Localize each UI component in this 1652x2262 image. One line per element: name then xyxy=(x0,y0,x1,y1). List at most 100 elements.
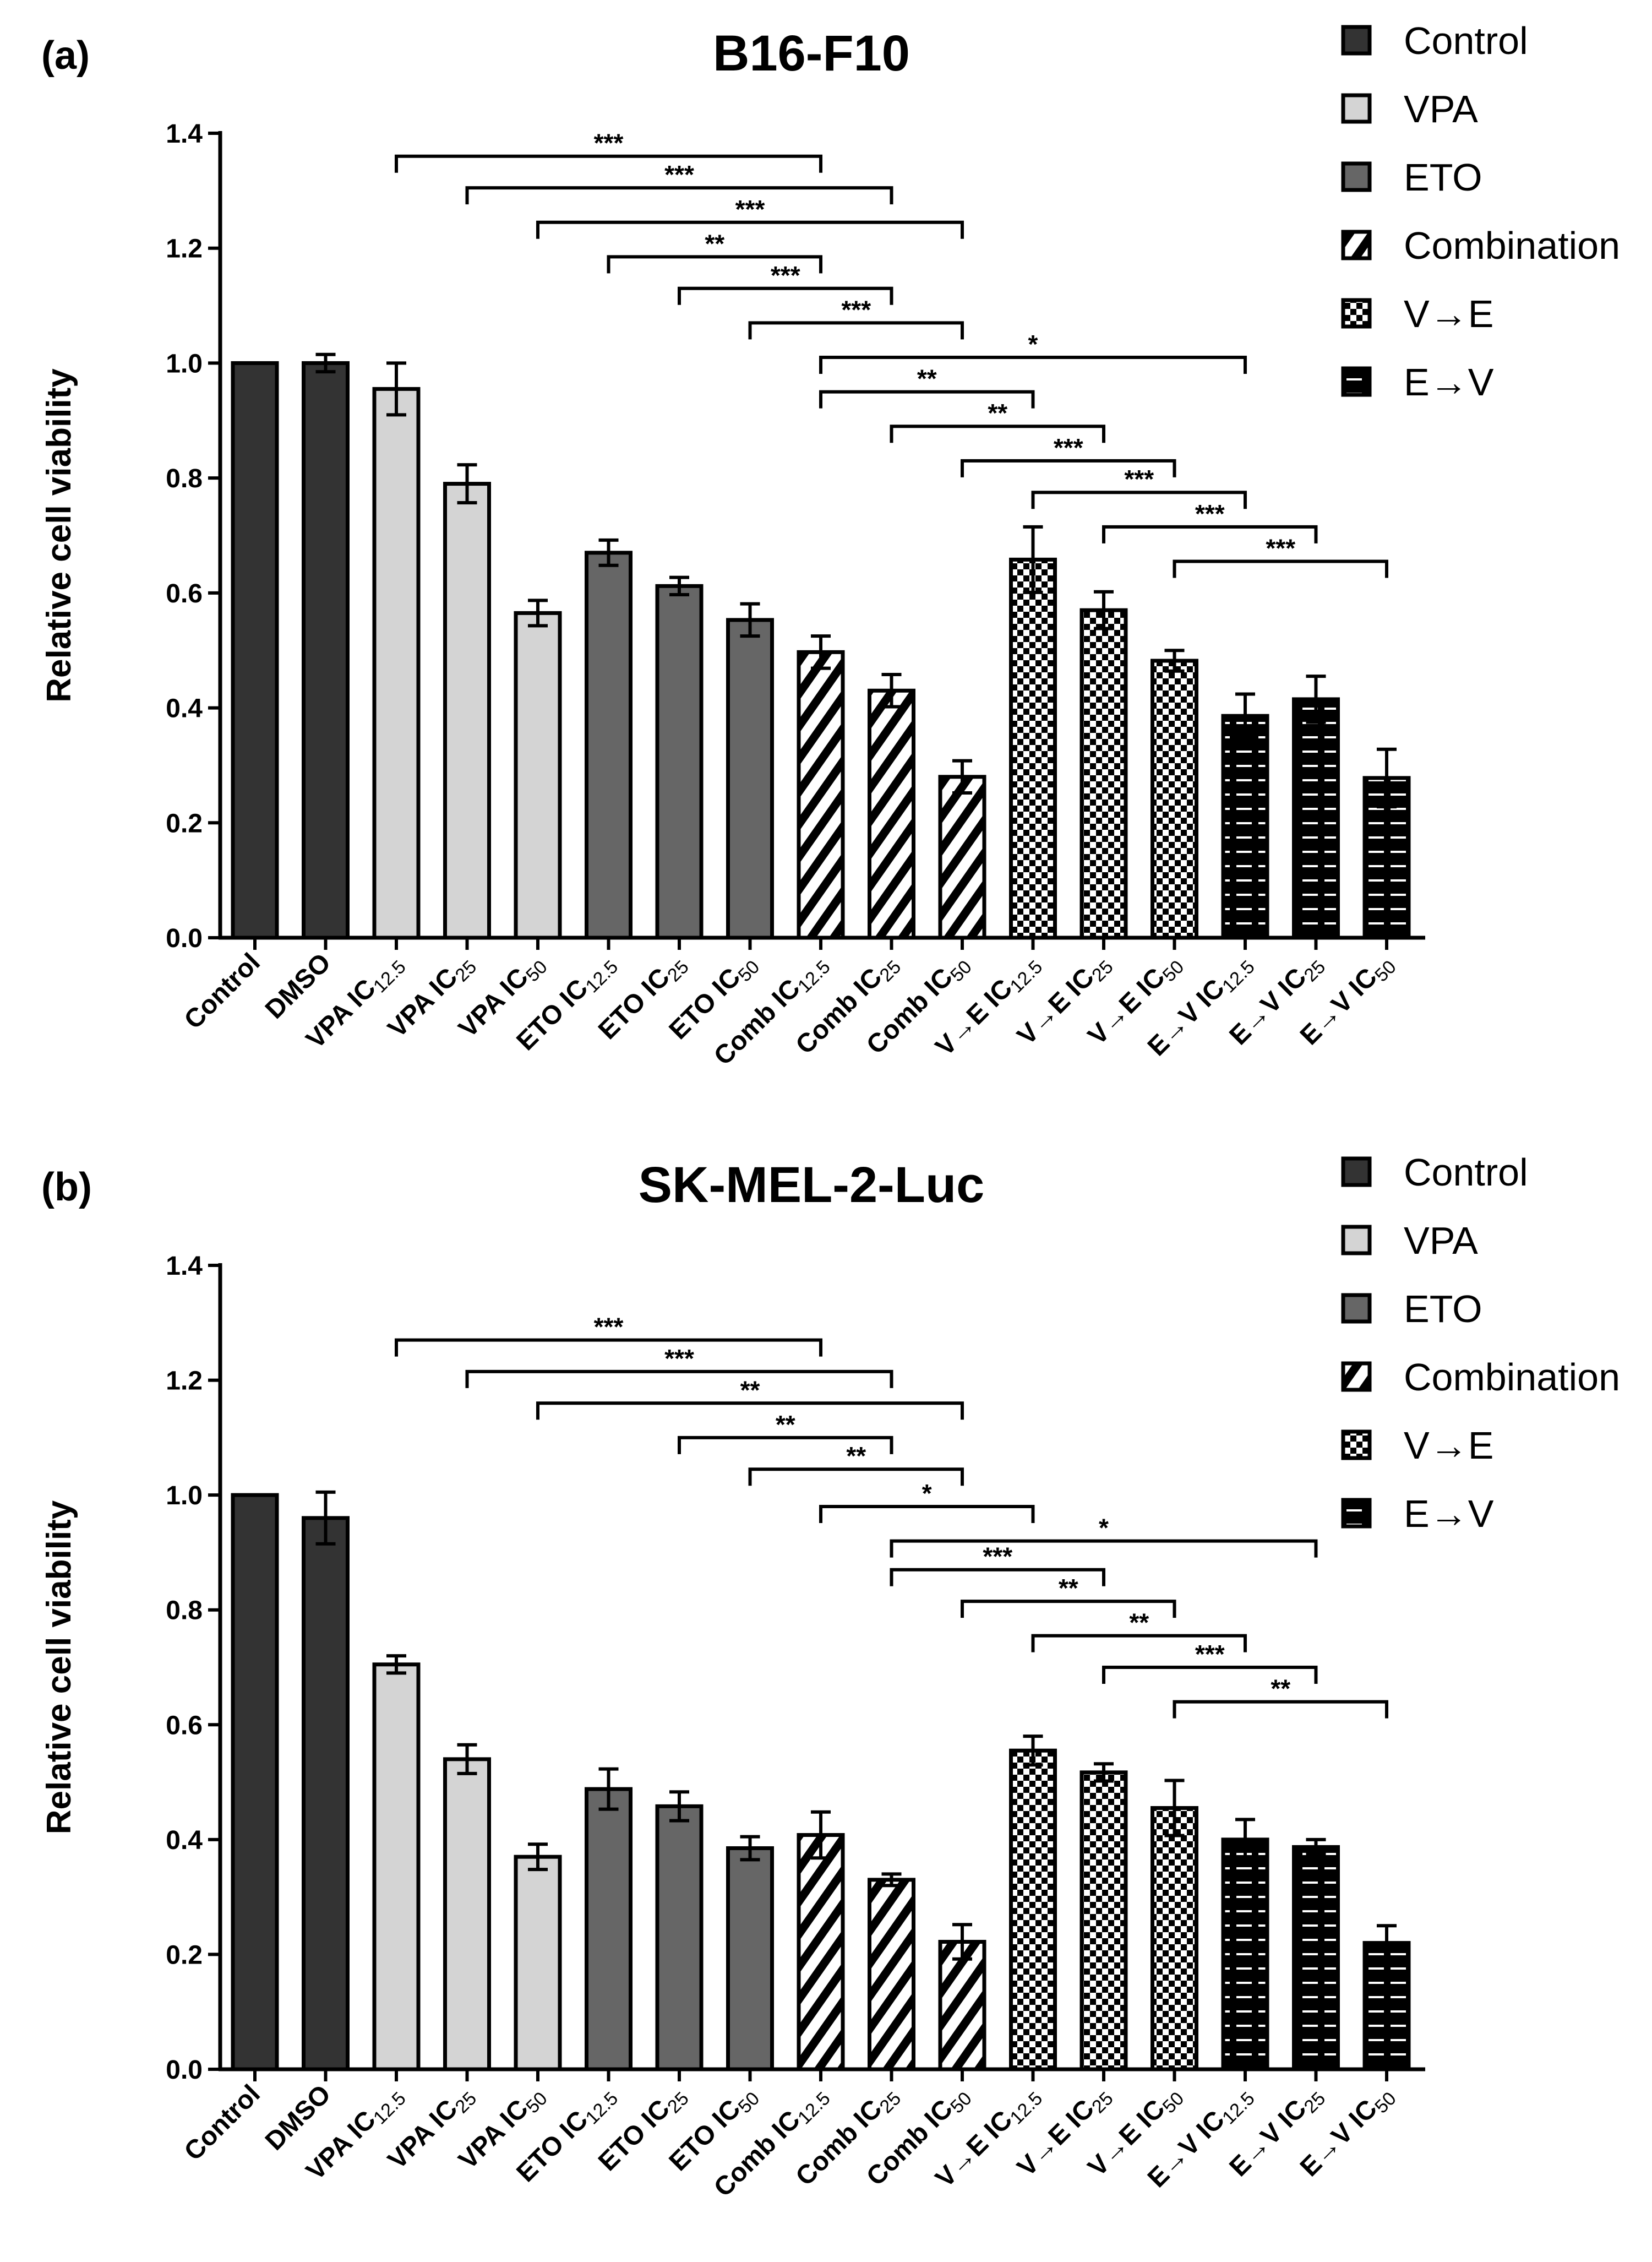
bar xyxy=(1221,714,1269,940)
legend-label: ETO xyxy=(1404,156,1482,199)
legend-label: E→V xyxy=(1404,1492,1494,1535)
significance-bracket xyxy=(607,255,822,274)
significance-label: ** xyxy=(988,399,1007,427)
y-tick-label: 0.4 xyxy=(166,694,203,724)
significance-label: *** xyxy=(735,195,765,224)
bar xyxy=(443,1757,491,2071)
significance-label: *** xyxy=(771,261,800,290)
bar xyxy=(938,775,986,940)
legend-swatch xyxy=(1341,25,1372,56)
significance-bracket xyxy=(1102,1666,1318,1684)
bar xyxy=(585,551,633,940)
bar xyxy=(655,584,704,940)
bar xyxy=(868,1878,915,2071)
bar xyxy=(726,1846,774,2071)
significance-bracket xyxy=(1031,1634,1247,1652)
significance-label: *** xyxy=(594,129,624,157)
bar xyxy=(1079,608,1128,940)
significance-label: *** xyxy=(664,1344,694,1373)
significance-label: *** xyxy=(594,1313,624,1341)
significance-bracket xyxy=(465,186,893,205)
y-tick-label: 0.2 xyxy=(166,809,203,838)
significance-bracket xyxy=(748,1467,964,1486)
significance-label: ** xyxy=(705,229,724,258)
x-tick-label: Control xyxy=(179,2079,266,2166)
significance-label: *** xyxy=(841,295,871,324)
legend-swatch xyxy=(1341,298,1372,329)
legend-swatch xyxy=(1341,161,1372,192)
bar xyxy=(797,1833,845,2071)
bar xyxy=(868,688,915,940)
y-axis-label: Relative cell viability xyxy=(40,368,78,703)
panel-a: (a) B16-F10 Relative cell viability 0.0 0.2 0… xyxy=(40,19,1620,1071)
bar xyxy=(1221,1837,1269,2071)
y-tick-label: 0.0 xyxy=(166,2056,203,2085)
bar xyxy=(1009,1748,1057,2071)
legend-swatch xyxy=(1341,1429,1372,1460)
y-tick-label: 0.2 xyxy=(166,1940,203,1970)
bar xyxy=(514,1855,562,2071)
legend-swatch xyxy=(1341,1156,1372,1187)
legend-label: V→E xyxy=(1404,292,1493,335)
y-tick-label: 0.8 xyxy=(166,1596,203,1625)
significance-bracket xyxy=(890,1539,1318,1558)
y-tick-label: 0.6 xyxy=(166,1711,203,1740)
legend-label: Combination xyxy=(1404,224,1620,267)
significance-bracket xyxy=(890,425,1105,443)
legend-label: Control xyxy=(1404,19,1528,62)
panel-b: (b) SK-MEL-2-Luc Relative cell viability 0.… xyxy=(40,1151,1620,2203)
significance-bracket xyxy=(395,154,822,173)
significance-bracket xyxy=(395,1338,822,1357)
bar xyxy=(1292,1845,1340,2071)
significance-label: * xyxy=(1099,1514,1109,1542)
significance-label: * xyxy=(922,1479,932,1508)
significance-bracket xyxy=(1173,1700,1388,1719)
significance-label: *** xyxy=(1266,534,1295,562)
significance-bracket xyxy=(1173,559,1388,578)
legend-label: ETO xyxy=(1404,1287,1482,1330)
legend-label: Control xyxy=(1404,1151,1528,1194)
bar xyxy=(1292,697,1340,940)
legend-swatch xyxy=(1341,93,1372,124)
significance-bracket xyxy=(536,1401,964,1420)
significance-bracket xyxy=(536,220,964,239)
chart-title: B16-F10 xyxy=(713,25,910,81)
significance-bracket xyxy=(678,286,893,305)
bar xyxy=(372,387,421,940)
y-tick-label: 1.4 xyxy=(166,1252,203,1281)
significance-bracket xyxy=(465,1369,893,1388)
bar xyxy=(372,1662,421,2071)
significance-label: *** xyxy=(1124,465,1154,493)
panel-label: (a) xyxy=(41,34,90,78)
y-tick-label: 0.8 xyxy=(166,464,203,493)
y-tick-label: 1.0 xyxy=(166,349,203,378)
significance-label: ** xyxy=(740,1375,760,1404)
x-tick-label-main: Control xyxy=(179,2079,266,2166)
bar xyxy=(585,1787,633,2071)
significance-bracket xyxy=(890,1568,1105,1586)
legend-label: Combination xyxy=(1404,1356,1620,1399)
bar xyxy=(1151,659,1198,940)
significance-label: ** xyxy=(917,365,937,393)
significance-label: ** xyxy=(1129,1608,1149,1637)
legend-swatch xyxy=(1341,230,1372,260)
y-tick-label: 1.0 xyxy=(166,1481,203,1510)
y-tick-label: 1.2 xyxy=(166,1367,203,1396)
significance-label: *** xyxy=(1195,1640,1225,1668)
legend-swatch xyxy=(1341,1293,1372,1324)
bar xyxy=(302,361,350,940)
legend-swatch xyxy=(1341,1498,1372,1529)
legend-label: VPA xyxy=(1404,88,1478,130)
legend-label: E→V xyxy=(1404,361,1494,404)
bar xyxy=(1362,1941,1411,2071)
bar xyxy=(1009,557,1057,940)
bar xyxy=(797,650,845,940)
y-tick-label: 0.4 xyxy=(166,1826,203,1855)
significance-label: ** xyxy=(1059,1574,1078,1602)
y-tick-label: 1.4 xyxy=(166,119,203,149)
legend-swatch xyxy=(1341,1361,1372,1392)
bar xyxy=(1151,1806,1198,2071)
significance-label: *** xyxy=(1054,433,1083,462)
bar xyxy=(514,611,562,940)
y-tick-label: 0.6 xyxy=(166,579,203,608)
